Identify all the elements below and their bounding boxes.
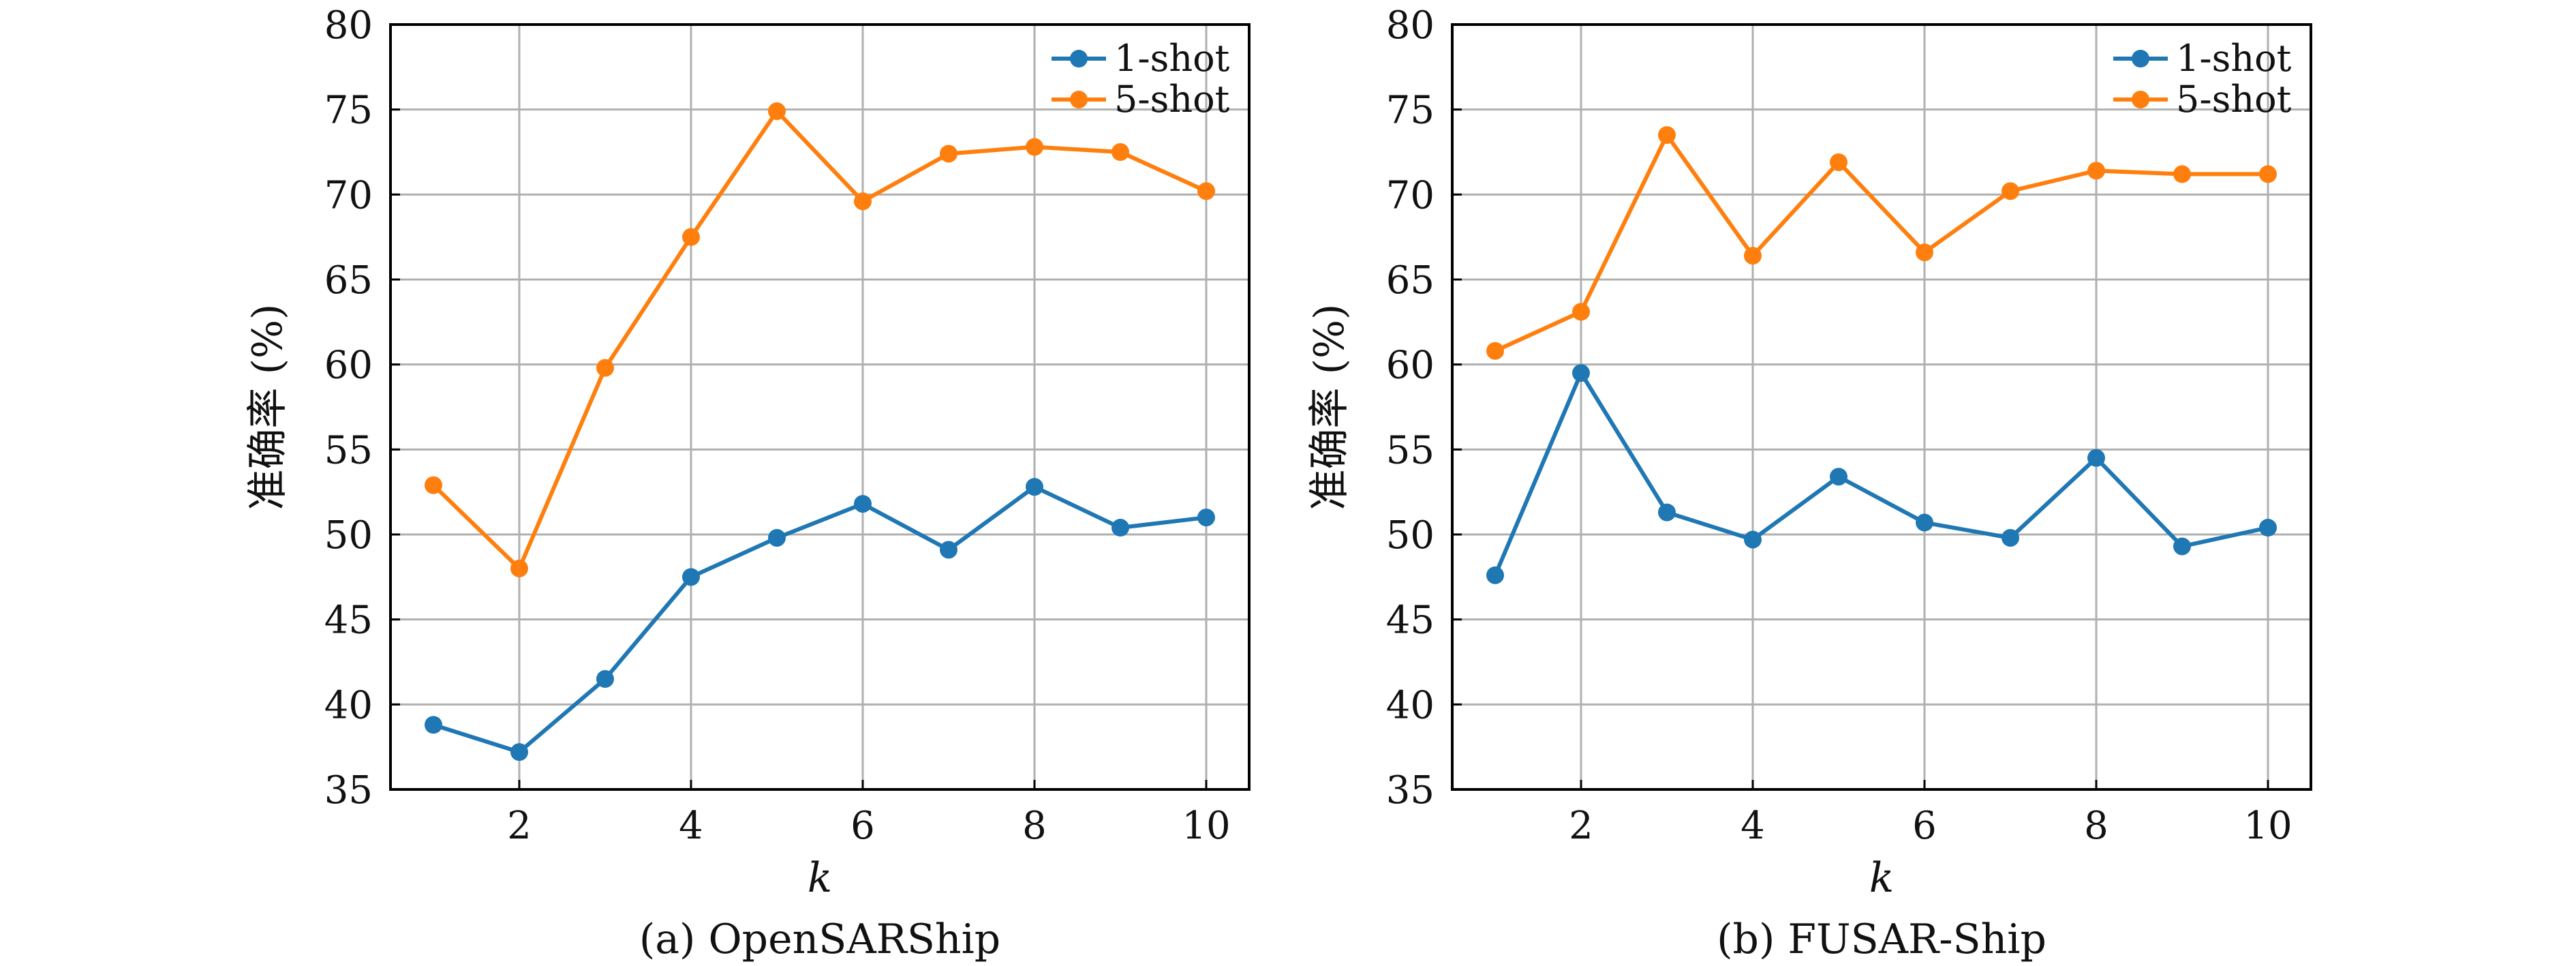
data-point-1-shot [768, 528, 786, 547]
y-tick-label: 65 [1386, 258, 1435, 303]
data-point-5-shot [1486, 342, 1504, 360]
x-tick-label: 2 [507, 804, 532, 848]
y-tick-label: 50 [324, 513, 373, 558]
y-tick-label: 35 [324, 768, 373, 813]
data-point-1-shot [1658, 503, 1676, 522]
data-point-1-shot [2002, 528, 2019, 547]
data-point-5-shot [1916, 243, 1933, 262]
data-point-5-shot [2087, 162, 2105, 180]
x-tick-label: 4 [679, 804, 703, 848]
y-tick-label: 55 [324, 428, 373, 472]
data-point-5-shot [2173, 165, 2191, 183]
series-line-5-shot [1494, 133, 2268, 353]
y-tick-label: 70 [1386, 173, 1435, 217]
data-point-5-shot [1830, 153, 1847, 171]
y-tick-label: 60 [1386, 344, 1435, 388]
x-tick-label: 10 [2243, 804, 2292, 848]
data-point-1-shot [1916, 513, 1933, 532]
data-point-5-shot [510, 559, 528, 577]
y-tick-label: 80 [324, 3, 373, 48]
x-tick-label: 10 [1182, 804, 1230, 848]
y-tick-label: 60 [324, 344, 373, 388]
data-point-1-shot [854, 495, 872, 513]
legend-marker-1-shot [1070, 50, 1088, 67]
y-tick-label: 75 [1386, 89, 1435, 133]
legend-marker-5-shot [1070, 91, 1088, 108]
data-point-1-shot [2173, 537, 2191, 556]
subfigure-caption: (a) OpenSARShip [639, 916, 1000, 963]
x-tick-label: 6 [850, 804, 875, 848]
data-point-5-shot [1026, 138, 1043, 156]
data-point-1-shot [596, 669, 614, 688]
x-tick-label: 2 [1569, 804, 1593, 848]
y-tick-label: 80 [1386, 3, 1435, 48]
series-line-1-shot [433, 485, 1207, 755]
x-tick-label: 8 [2084, 804, 2109, 848]
y-tick-label: 45 [1386, 599, 1435, 643]
data-point-5-shot [596, 359, 614, 377]
x-tick-label: 4 [1741, 804, 1765, 848]
legend-label: 5-shot [2176, 78, 2292, 121]
data-point-5-shot [1111, 143, 1129, 161]
legend-label: 1-shot [2176, 37, 2292, 80]
chart-openSARShip: 2 4 6 8 10 35 40 45 50 55 60 65 70 75 80 k 准确率 (%) (a) Op… [244, 3, 1251, 963]
x-axis-label: k [1869, 854, 1894, 902]
data-point-1-shot [2259, 519, 2277, 537]
data-point-1-shot [1744, 530, 1762, 549]
series-line-5-shot [431, 109, 1208, 571]
y-axis-label: 准确率 (%) [244, 304, 292, 511]
y-tick-label: 45 [324, 599, 373, 643]
data-point-1-shot [1111, 519, 1129, 537]
legend-marker-1-shot [2132, 50, 2149, 67]
x-tick-label: 8 [1022, 804, 1047, 848]
y-tick-label: 40 [1386, 683, 1435, 727]
data-point-1-shot [682, 568, 700, 586]
data-point-5-shot [2002, 182, 2019, 200]
plot-frame [389, 23, 1251, 791]
data-point-5-shot [2259, 165, 2277, 183]
x-axis-label: k [808, 854, 832, 902]
series-line-1-shot [1493, 371, 2269, 577]
data-point-1-shot [1026, 478, 1043, 496]
data-point-5-shot [425, 476, 442, 494]
legend-marker-5-shot [2132, 91, 2149, 108]
data-point-1-shot [940, 541, 957, 559]
data-point-5-shot [1197, 182, 1215, 200]
data-point-5-shot [854, 192, 872, 211]
chart-fusar-ship: 2 4 6 8 10 35 40 45 50 55 60 65 70 75 80 k 准确率 (%) (b) FU… [1306, 3, 2312, 963]
y-axis-label: 准确率 (%) [1306, 304, 1353, 511]
data-point-5-shot [1658, 126, 1676, 145]
data-point-5-shot [768, 102, 786, 121]
data-point-5-shot [1744, 247, 1762, 265]
y-tick-label: 35 [1386, 768, 1435, 813]
data-point-5-shot [682, 228, 700, 246]
y-tick-label: 70 [324, 173, 373, 217]
y-tick-label: 55 [1386, 428, 1435, 472]
data-point-1-shot [1572, 364, 1590, 382]
data-point-5-shot [1572, 303, 1590, 321]
subfigure-caption: (b) FUSAR-Ship [1717, 916, 2046, 963]
y-tick-label: 75 [324, 89, 373, 133]
plot-frame [1451, 23, 2312, 791]
legend-label: 1-shot [1114, 37, 1230, 80]
y-tick-label: 50 [1386, 513, 1435, 558]
data-point-1-shot [1486, 566, 1504, 584]
x-tick-label: 6 [1912, 804, 1937, 848]
data-point-1-shot [2087, 449, 2105, 467]
y-tick-label: 40 [324, 683, 373, 727]
data-point-1-shot [425, 716, 442, 734]
legend-label: 5-shot [1114, 78, 1230, 121]
data-point-1-shot [510, 743, 528, 761]
data-point-1-shot [1830, 468, 1847, 486]
data-point-5-shot [940, 145, 957, 163]
data-point-1-shot [1197, 509, 1215, 527]
y-tick-label: 65 [324, 258, 373, 303]
